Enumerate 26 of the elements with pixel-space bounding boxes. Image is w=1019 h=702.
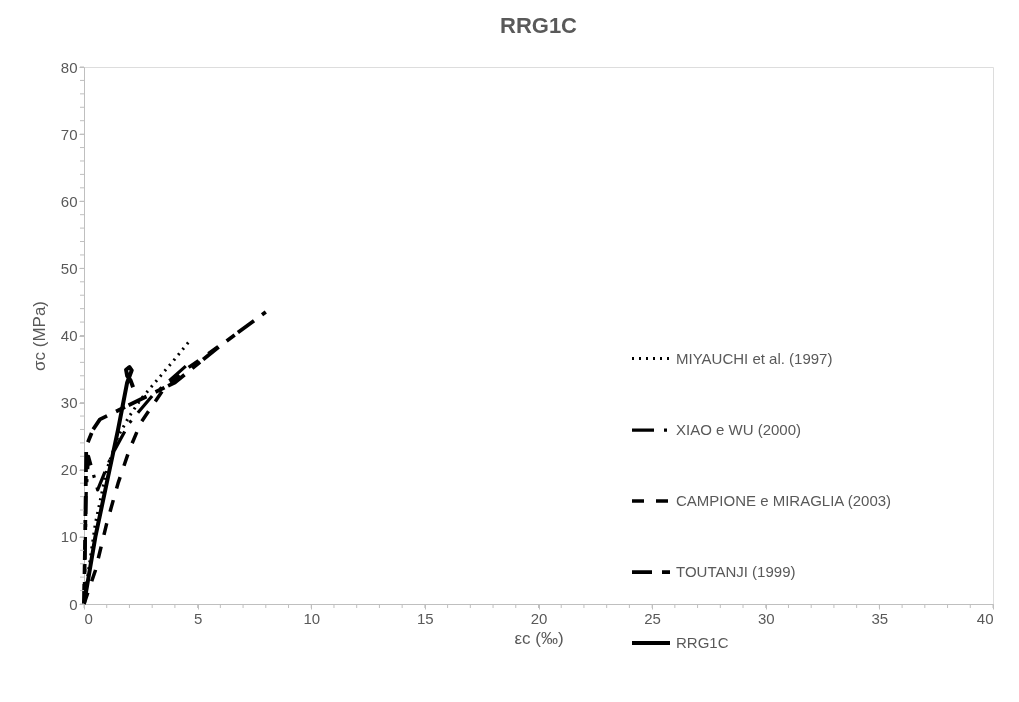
x-tick-label: 30 xyxy=(757,609,775,627)
x-axis-title: εc (‰) xyxy=(514,628,564,648)
y-tick-label: 80 xyxy=(60,58,78,76)
x-tick-label: 35 xyxy=(871,609,889,627)
legend-label: MIYAUCHI et al. (1997) xyxy=(676,349,833,367)
y-tick-label: 0 xyxy=(69,595,78,613)
legend-label: RRG1C xyxy=(676,634,729,651)
x-tick-label: 15 xyxy=(417,609,434,627)
x-tick-label: 25 xyxy=(644,609,661,627)
x-tick-label: 20 xyxy=(530,609,548,627)
y-axis-title: σc (MPa) xyxy=(29,301,49,371)
x-tick-label: 5 xyxy=(193,609,203,627)
y-tick-label: 50 xyxy=(60,259,78,277)
legend-label: TOUTANJI (1999) xyxy=(676,563,796,580)
legend-label: XIAO e WU (2000) xyxy=(676,421,802,438)
legend-label: CAMPIONE e MIRAGLIA (2003) xyxy=(676,492,892,509)
x-tick-label: 40 xyxy=(976,609,994,627)
y-tick-label: 20 xyxy=(60,461,78,479)
y-tick-label: 40 xyxy=(60,327,78,344)
x-tick-label: 0 xyxy=(84,609,93,627)
y-tick-label: 30 xyxy=(60,394,78,412)
y-tick-label: 60 xyxy=(60,192,78,210)
chart-title: RRG1C xyxy=(499,13,578,38)
y-tick-label: 70 xyxy=(60,125,78,143)
x-tick-label: 10 xyxy=(303,609,321,627)
y-tick-label: 10 xyxy=(60,528,78,546)
